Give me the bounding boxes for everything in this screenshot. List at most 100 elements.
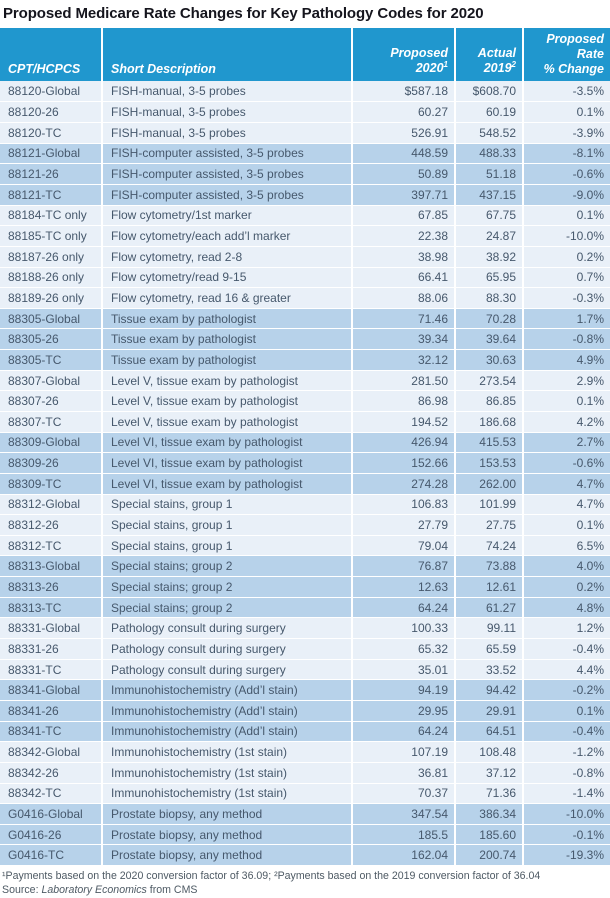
table-body: 88120-Global FISH-manual, 3-5 probes $58… <box>0 81 610 867</box>
cpt-code-cell: 88121-Global <box>0 143 103 165</box>
table-row: 88341-TC Immunohistochemistry (Add’l sta… <box>0 721 610 743</box>
proposed-2020-cell: 29.95 <box>352 700 456 722</box>
rate-change-cell: -1.4% <box>523 783 610 805</box>
cpt-code-cell: 88312-26 <box>0 514 103 536</box>
rate-change-cell: 0.1% <box>523 514 610 536</box>
table-row: 88309-TC Level VI, tissue exam by pathol… <box>0 473 610 495</box>
actual-2019-cell: 60.19 <box>455 101 524 124</box>
column-header-proposed-2020: Proposed 20201 <box>352 28 456 82</box>
rate-change-cell: 4.4% <box>523 659 610 681</box>
rate-change-cell: -0.8% <box>523 328 610 351</box>
actual-2019-cell: 386.34 <box>455 803 524 825</box>
table-row: 88307-Global Level V, tissue exam by pat… <box>0 370 610 392</box>
table-row: 88305-26 Tissue exam by pathologist 39.3… <box>0 328 610 351</box>
description-cell: Level VI, tissue exam by pathologist <box>102 432 353 454</box>
actual-2019-cell: 186.68 <box>455 411 524 433</box>
cpt-code-cell: 88185-TC only <box>0 225 103 247</box>
cpt-code-cell: 88307-Global <box>0 370 103 392</box>
table-row: 88307-26 Level V, tissue exam by patholo… <box>0 390 610 412</box>
proposed-2020-cell: 12.63 <box>352 576 456 598</box>
table-row: 88342-Global Immunohistochemistry (1st s… <box>0 741 610 763</box>
source-publication: Laboratory Economics <box>41 884 147 897</box>
table-row: 88331-Global Pathology consult during su… <box>0 617 610 640</box>
cpt-code-cell: 88307-TC <box>0 411 103 433</box>
column-header-label: Proposed Rate <box>546 32 604 61</box>
cpt-code-cell: 88313-TC <box>0 597 103 619</box>
actual-2019-cell: 94.42 <box>455 679 524 701</box>
table-row: 88342-TC Immunohistochemistry (1st stain… <box>0 783 610 805</box>
column-header-label: Short Description <box>111 61 216 76</box>
proposed-2020-cell: 281.50 <box>352 370 456 392</box>
actual-2019-cell: 73.88 <box>455 555 524 578</box>
table-row: 88120-TC FISH-manual, 3-5 probes 526.91 … <box>0 122 610 144</box>
actual-2019-cell: 273.54 <box>455 370 524 392</box>
actual-2019-cell: 61.27 <box>455 597 524 619</box>
description-cell: Level V, tissue exam by pathologist <box>102 370 353 392</box>
rate-change-cell: -0.1% <box>523 824 610 846</box>
table-row: 88312-TC Special stains, group 1 79.04 7… <box>0 535 610 557</box>
cpt-code-cell: G0416-Global <box>0 803 103 825</box>
cpt-code-cell: 88305-26 <box>0 328 103 351</box>
description-cell: Prostate biopsy, any method <box>102 844 353 867</box>
description-cell: Immunohistochemistry (1st stain) <box>102 741 353 763</box>
proposed-2020-cell: 94.19 <box>352 679 456 701</box>
rate-change-cell: 6.5% <box>523 535 610 557</box>
proposed-2020-cell: 64.24 <box>352 597 456 619</box>
source-prefix: Source: <box>2 884 42 897</box>
actual-2019-cell: 101.99 <box>455 494 524 516</box>
rate-change-cell: 0.2% <box>523 576 610 598</box>
column-header-actual-2019: Actual 20192 <box>455 28 524 82</box>
cpt-code-cell: 88341-26 <box>0 700 103 722</box>
cpt-code-cell: G0416-TC <box>0 844 103 867</box>
description-cell: Immunohistochemistry (1st stain) <box>102 783 353 805</box>
footnote-marker: 2 <box>511 60 516 70</box>
actual-2019-cell: 30.63 <box>455 349 524 371</box>
description-cell: Special stains, group 1 <box>102 535 353 557</box>
proposed-2020-cell: 32.12 <box>352 349 456 371</box>
rate-change-cell: -19.3% <box>523 844 610 867</box>
rate-change-cell: 2.9% <box>523 370 610 392</box>
description-cell: Special stains, group 1 <box>102 494 353 516</box>
rate-change-cell: -0.6% <box>523 452 610 474</box>
cpt-code-cell: 88312-TC <box>0 535 103 557</box>
actual-2019-cell: 185.60 <box>455 824 524 846</box>
description-cell: Immunohistochemistry (Add’l stain) <box>102 679 353 701</box>
proposed-2020-cell: 274.28 <box>352 473 456 495</box>
rate-change-cell: -1.2% <box>523 741 610 763</box>
column-header-label: % Change <box>543 61 604 76</box>
proposed-2020-cell: 526.91 <box>352 122 456 144</box>
table-row: 88309-Global Level VI, tissue exam by pa… <box>0 432 610 454</box>
actual-2019-cell: 70.28 <box>455 308 524 330</box>
cpt-code-cell: 88341-TC <box>0 721 103 743</box>
proposed-2020-cell: 39.34 <box>352 328 456 351</box>
proposed-2020-cell: 27.79 <box>352 514 456 536</box>
actual-2019-cell: 108.48 <box>455 741 524 763</box>
table-row: 88305-TC Tissue exam by pathologist 32.1… <box>0 349 610 371</box>
table-row: 88120-Global FISH-manual, 3-5 probes $58… <box>0 81 610 103</box>
description-cell: Tissue exam by pathologist <box>102 328 353 351</box>
table-row: G0416-26 Prostate biopsy, any method 185… <box>0 824 610 846</box>
cpt-code-cell: 88309-TC <box>0 473 103 495</box>
cpt-code-cell: 88120-Global <box>0 81 103 103</box>
cpt-code-cell: 88313-Global <box>0 555 103 578</box>
description-cell: Tissue exam by pathologist <box>102 308 353 330</box>
cpt-code-cell: 88342-Global <box>0 741 103 763</box>
medicare-rate-table: CPT/HCPCS Short Description Proposed 2020… <box>0 28 610 867</box>
rate-change-cell: 1.7% <box>523 308 610 330</box>
cpt-code-cell: 88121-TC <box>0 184 103 206</box>
cpt-code-cell: 88331-26 <box>0 638 103 660</box>
actual-2019-cell: 488.33 <box>455 143 524 165</box>
rate-change-cell: -9.0% <box>523 184 610 206</box>
table-row: G0416-TC Prostate biopsy, any method 162… <box>0 844 610 867</box>
actual-2019-cell: 67.75 <box>455 205 524 227</box>
description-cell: FISH-computer assisted, 3-5 probes <box>102 143 353 165</box>
cpt-code-cell: 88309-Global <box>0 432 103 454</box>
description-cell: Flow cytometry/1st marker <box>102 205 353 227</box>
table-row: 88307-TC Level V, tissue exam by patholo… <box>0 411 610 433</box>
description-cell: Tissue exam by pathologist <box>102 349 353 371</box>
actual-2019-cell: 65.95 <box>455 267 524 289</box>
actual-2019-cell: 262.00 <box>455 473 524 495</box>
description-cell: Special stains, group 1 <box>102 514 353 536</box>
actual-2019-cell: 415.53 <box>455 432 524 454</box>
rate-change-cell: 0.7% <box>523 267 610 289</box>
